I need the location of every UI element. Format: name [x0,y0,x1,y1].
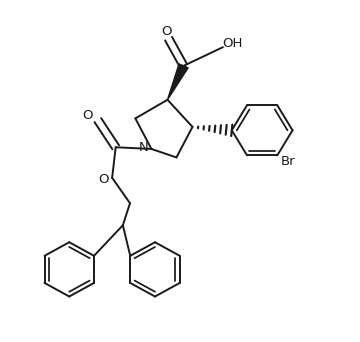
Text: N: N [139,141,148,154]
Text: O: O [98,173,108,186]
Polygon shape [167,64,188,100]
Text: OH: OH [223,37,243,50]
Text: Br: Br [281,155,296,168]
Text: O: O [162,25,172,38]
Text: O: O [82,109,93,122]
